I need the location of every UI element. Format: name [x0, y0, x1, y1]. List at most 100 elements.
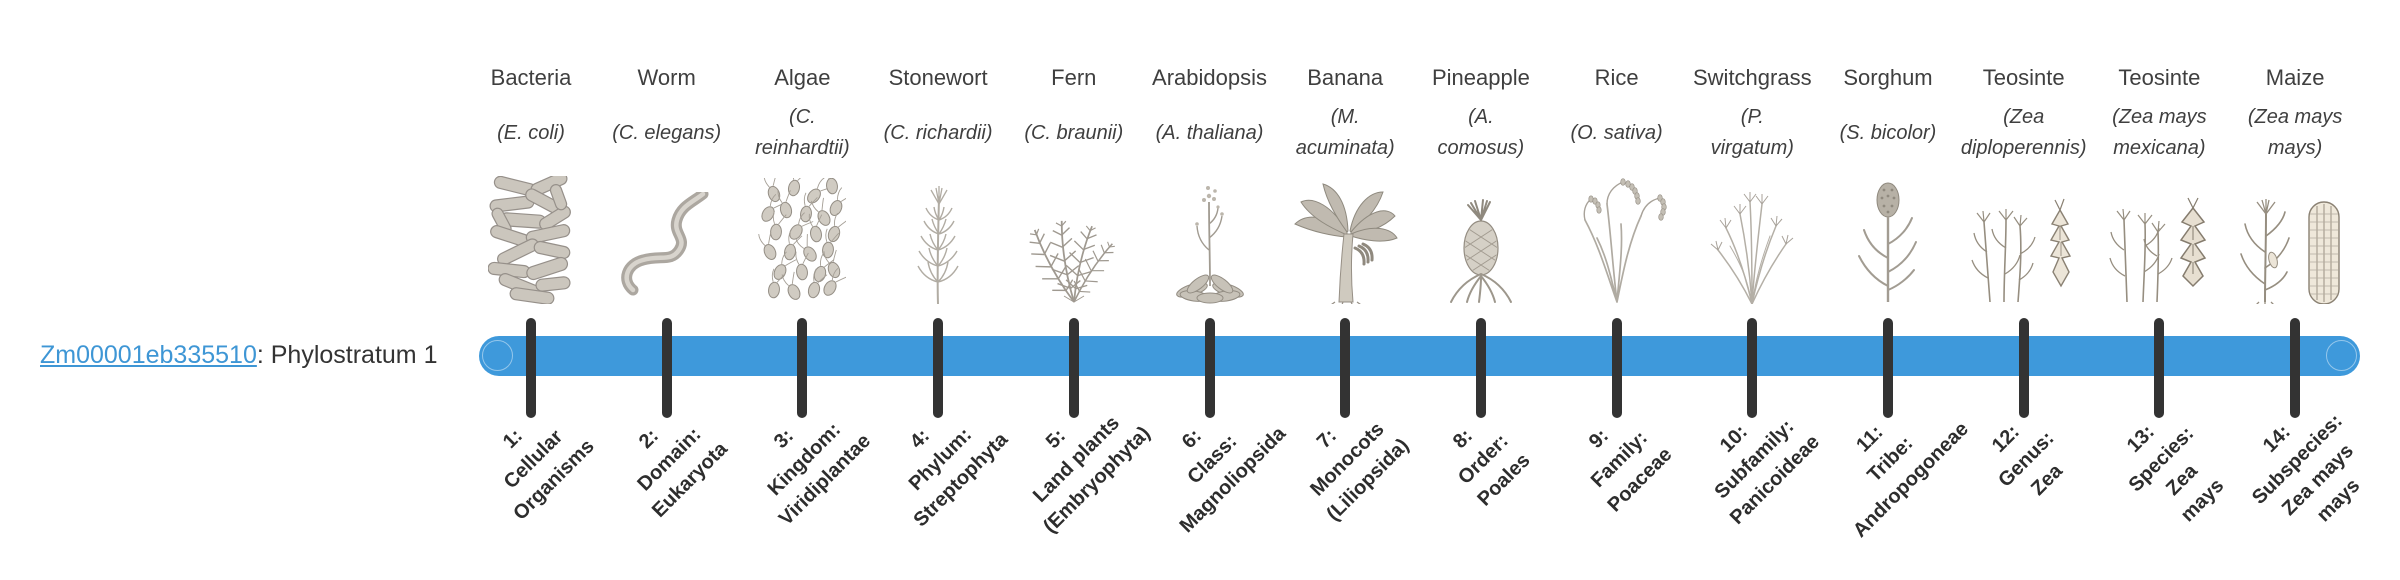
organism-label-12: Teosinte (Zea diploperennis) [1939, 64, 2109, 170]
organism-label-5: Fern (C. braunii) [989, 64, 1159, 170]
organism-species-name: (C. richardii) [853, 96, 1023, 170]
organism-common-name: Pineapple [1431, 65, 1530, 90]
species-line: (A. [1468, 106, 1494, 128]
species-line: (C. elegans) [612, 121, 722, 144]
organism-common-name: Teosinte [1982, 65, 2065, 90]
stratum-axis-label: 7: Monocots (Liliopsida) [1279, 391, 1416, 528]
stratum-axis-label: 5: Land plants (Embryophyta) [996, 379, 1157, 540]
organism-illustration-3 [735, 166, 869, 304]
organism-illustration-11 [1821, 166, 1955, 304]
organism-illustration-2 [600, 166, 734, 304]
tick-stratum-10 [1747, 318, 1758, 418]
organism-illustration-4 [871, 166, 1005, 304]
species-line: (P. [1740, 106, 1764, 128]
tick-stratum-1 [526, 318, 536, 418]
pineapple-icon [1449, 199, 1512, 303]
organism-common-name: Stonewort [888, 65, 988, 90]
organism-species-name: (E. coli) [446, 96, 616, 170]
species-line: virgatum) [1710, 137, 1794, 159]
stratum-axis-label: 12: Genus: Zea [1971, 405, 2081, 515]
phylostratum-text: : Phylostratum 1 [256, 341, 438, 369]
teosinte-mexicana-icon [2109, 197, 2207, 303]
organism-species-name: (S. bicolor) [1803, 96, 1973, 170]
tick-stratum-5 [1068, 318, 1079, 418]
species-line: (C. richardii) [883, 121, 993, 144]
stratum-axis-label: 2: Domain: Eukaryota [604, 395, 734, 525]
tick-stratum-11 [1883, 318, 1893, 418]
organism-label-2: Worm (C. elegans) [582, 64, 752, 170]
species-line: reinhardtii) [755, 137, 850, 159]
organism-illustration-8 [1414, 166, 1548, 304]
algae-icon [758, 178, 847, 302]
organism-common-name: Teosinte [2118, 65, 2201, 90]
species-line: diploperennis) [1960, 137, 2087, 159]
organism-illustration-1 [464, 166, 598, 304]
maize-icon [2240, 199, 2340, 304]
stratum-axis-label: 11: Tribe: Andropogoneae [1806, 375, 1976, 545]
organism-illustration-5 [1007, 166, 1141, 304]
stratum-axis-label: 3: Kingdom: Viridiplantae [732, 387, 878, 533]
organism-common-name: Sorghum [1843, 65, 1933, 90]
rice-icon [1583, 178, 1667, 303]
tick-stratum-14 [2290, 318, 2301, 418]
organism-illustration-13 [2092, 166, 2226, 304]
worm-icon [620, 192, 709, 296]
organism-common-name: Worm [637, 65, 696, 90]
organism-species-name: (C. reinhardtii) [717, 96, 887, 170]
organism-label-13: Teosinte (Zea mays mexicana) [2074, 64, 2244, 170]
organism-common-name: Rice [1594, 65, 1639, 90]
organism-label-7: Banana (M. acuminata) [1260, 64, 1430, 170]
organism-species-name: (M. acuminata) [1260, 96, 1430, 170]
gene-link[interactable]: Zm00001eb335510 [40, 341, 257, 369]
tick-stratum-3 [797, 318, 808, 418]
organism-species-name: (A. thaliana) [1125, 96, 1295, 170]
organism-label-8: Pineapple (A. comosus) [1396, 64, 1566, 170]
organism-label-14: Maize (Zea mays mays) [2210, 64, 2380, 170]
organism-illustration-10 [1685, 166, 1819, 304]
tick-stratum-9 [1611, 318, 1622, 418]
species-line: (Zea [2003, 106, 2045, 128]
organism-label-10: Switchgrass (P. virgatum) [1667, 64, 1837, 170]
species-line: (A. thaliana) [1155, 121, 1264, 144]
organism-common-name: Banana [1307, 65, 1384, 90]
tick-stratum-7 [1340, 318, 1351, 418]
arabidopsis-icon [1175, 186, 1244, 304]
fern-icon [1021, 218, 1120, 304]
organism-species-name: (Zea mays mays) [2210, 96, 2380, 170]
teosinte-diploperennis-icon [1971, 198, 2071, 303]
organism-common-name: Switchgrass [1693, 65, 1812, 90]
organism-illustration-7 [1278, 166, 1412, 304]
species-line: (C. braunii) [1024, 121, 1124, 144]
organism-illustration-6 [1143, 166, 1277, 304]
stratum-axis-label: 1: Cellular Organisms [466, 392, 601, 527]
organism-species-name: (C. braunii) [989, 96, 1159, 170]
species-line: (Zea mays [2247, 106, 2343, 128]
banana-icon [1294, 183, 1398, 304]
sorghum-icon [1858, 182, 1917, 302]
tick-stratum-2 [661, 318, 672, 418]
organism-common-name: Arabidopsis [1152, 65, 1267, 90]
species-line: comosus) [1437, 137, 1525, 159]
tick-stratum-13 [2154, 318, 2165, 418]
species-line: mays) [2267, 137, 2323, 159]
organism-common-name: Bacteria [490, 65, 572, 90]
tick-stratum-8 [1475, 318, 1486, 418]
stratum-axis-label: 6: Class: Magnoliopsida [1132, 380, 1293, 541]
stratum-axis-label: 14: Subspecies: Zea mays mays [2225, 387, 2390, 552]
organism-label-3: Algae (C. reinhardtii) [717, 64, 887, 170]
species-line: (E. coli) [497, 121, 565, 144]
organism-label-1: Bacteria (E. coli) [446, 64, 616, 170]
timeline-bar [479, 336, 2360, 376]
gene-label: Zm00001eb335510: Phylostratum 1 [40, 341, 438, 370]
organism-species-name: (O. sativa) [1532, 96, 1702, 170]
species-line: acuminata) [1295, 137, 1395, 159]
organism-species-name: (Zea mays mexicana) [2074, 96, 2244, 170]
organism-illustration-12 [1957, 166, 2091, 304]
organism-label-4: Stonewort (C. richardii) [853, 64, 1023, 170]
stratum-axis-label: 9: Family: Poaceae [1560, 400, 1679, 519]
species-line: (Zea mays [2112, 106, 2207, 128]
organism-illustration-9 [1550, 166, 1684, 304]
organism-label-9: Rice (O. sativa) [1532, 64, 1702, 170]
species-line: mexicana) [2113, 137, 2206, 159]
